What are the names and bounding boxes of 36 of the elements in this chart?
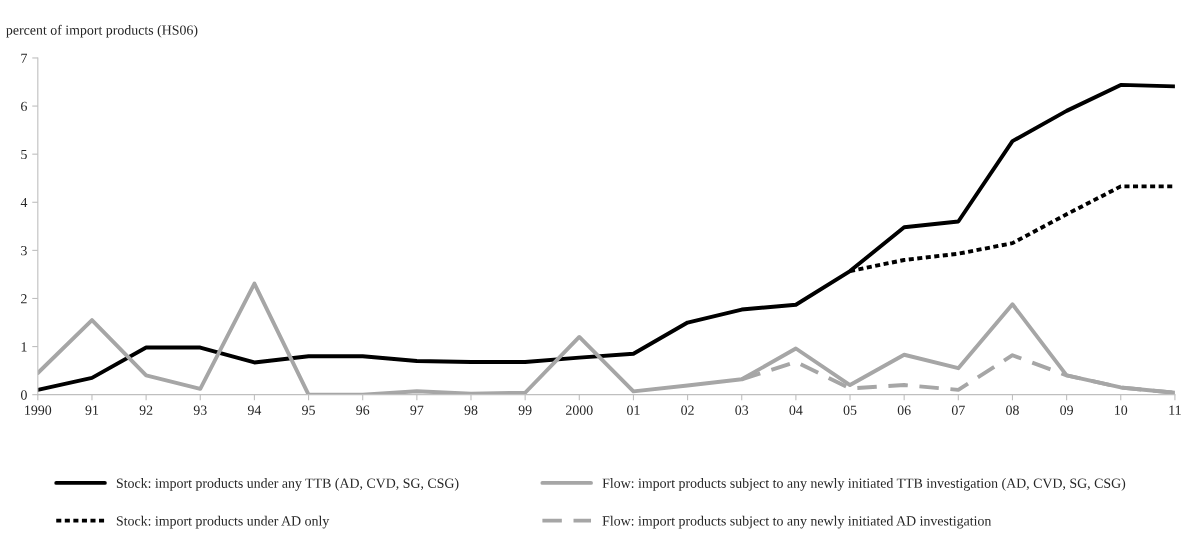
legend-label: Flow: import products subject to any newly initiated TTB investigation (AD, CVD, SG, CSG) (602, 478, 1126, 491)
y-tick-label: 5 (21, 149, 27, 160)
x-tick-label: 97 (410, 405, 424, 415)
x-tick-label: 03 (735, 405, 749, 415)
y-tick-label: 7 (21, 53, 28, 63)
x-tick-label: 11 (1169, 405, 1181, 415)
x-tick-label: 08 (1006, 405, 1019, 415)
x-tick-label: 98 (464, 405, 478, 415)
legend-label: Stock: import products under AD only (116, 515, 330, 529)
y-axis-title: percent of import products (HS06) (6, 24, 198, 38)
x-tick-label: 1990 (25, 405, 52, 415)
x-tick-label: 94 (247, 405, 262, 415)
legend-label: Stock: import products under any TTB (AD, CVD, SG, CSG) (116, 478, 459, 491)
legend-label: Flow: import products subject to any newly initiated AD investigation (602, 515, 992, 529)
x-tick-label: 02 (681, 405, 694, 415)
x-tick-label: 99 (518, 405, 532, 415)
y-tick-label: 0 (20, 390, 27, 400)
x-tick-label: 2000 (566, 405, 593, 415)
y-tick-label: 1 (21, 342, 27, 352)
y-tick-label: 4 (20, 197, 28, 208)
x-tick-label: 10 (1115, 405, 1128, 415)
x-tick-label: 09 (1060, 405, 1073, 415)
x-tick-label: 91 (85, 405, 99, 415)
y-tick-label: 3 (21, 245, 27, 256)
x-tick-label: 93 (193, 405, 207, 415)
x-tick-label: 05 (843, 405, 857, 415)
x-tick-label: 01 (627, 405, 640, 415)
y-tick-label: 2 (21, 294, 27, 304)
x-tick-label: 07 (951, 405, 965, 415)
x-tick-label: 04 (789, 405, 803, 415)
x-tick-label: 92 (139, 405, 153, 415)
y-tick-label: 6 (21, 101, 27, 112)
x-tick-label: 95 (302, 405, 315, 415)
x-tick-label: 06 (897, 405, 911, 415)
x-tick-label: 96 (356, 405, 370, 415)
line-series (37, 82, 1175, 392)
